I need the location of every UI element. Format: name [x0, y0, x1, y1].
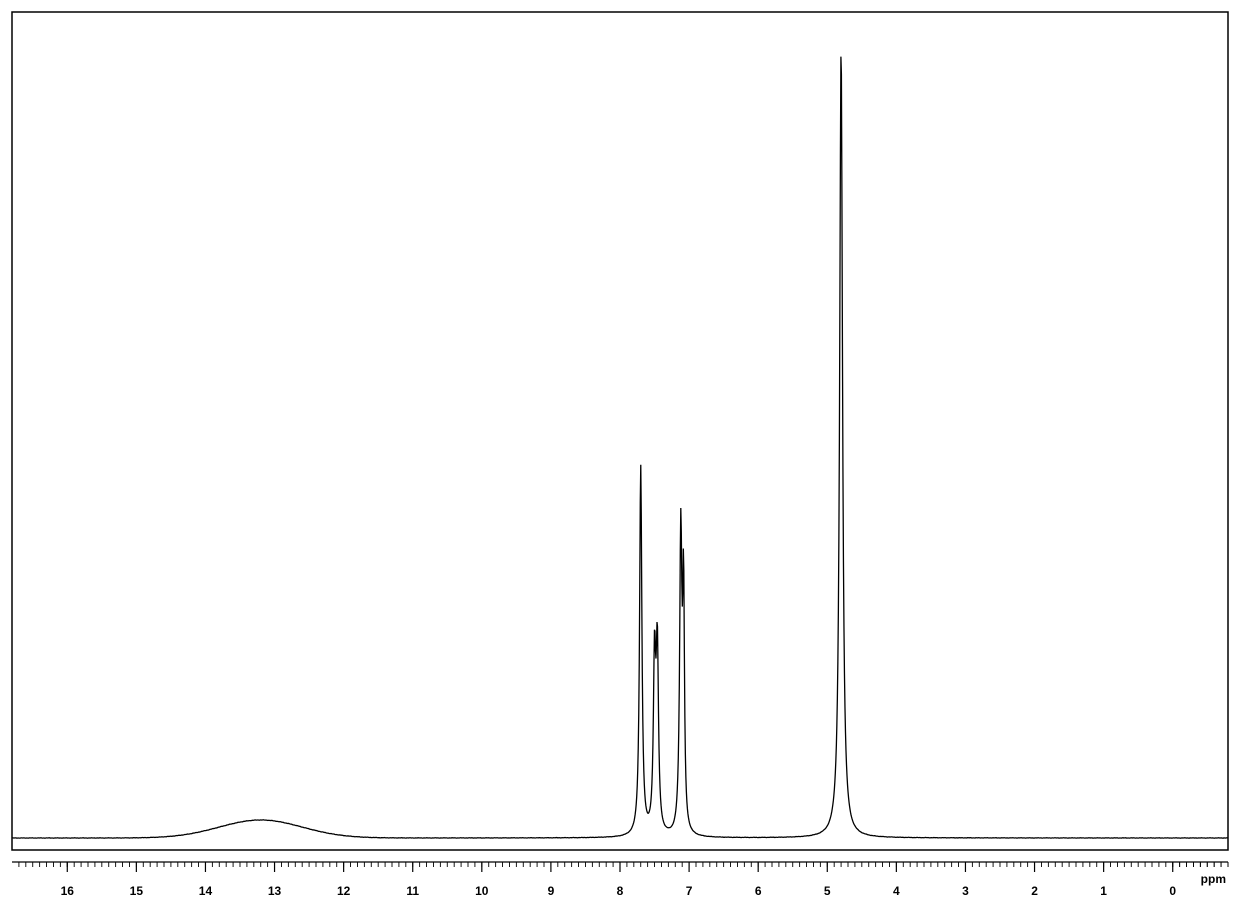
svg-text:4: 4	[893, 884, 900, 898]
svg-text:5: 5	[824, 884, 831, 898]
svg-text:3: 3	[962, 884, 969, 898]
svg-text:8: 8	[617, 884, 624, 898]
svg-text:ppm: ppm	[1201, 872, 1226, 886]
svg-text:10: 10	[475, 884, 489, 898]
svg-text:0: 0	[1169, 884, 1176, 898]
svg-text:2: 2	[1031, 884, 1038, 898]
nmr-spectrum-container: 012345678910111213141516ppm	[0, 0, 1240, 915]
svg-text:16: 16	[61, 884, 75, 898]
nmr-spectrum-svg: 012345678910111213141516ppm	[0, 0, 1240, 915]
svg-text:1: 1	[1100, 884, 1107, 898]
svg-text:11: 11	[406, 884, 419, 898]
svg-text:14: 14	[199, 884, 213, 898]
svg-text:15: 15	[130, 884, 144, 898]
svg-text:9: 9	[548, 884, 555, 898]
svg-text:7: 7	[686, 884, 693, 898]
svg-text:12: 12	[337, 884, 351, 898]
svg-text:6: 6	[755, 884, 762, 898]
svg-text:13: 13	[268, 884, 282, 898]
